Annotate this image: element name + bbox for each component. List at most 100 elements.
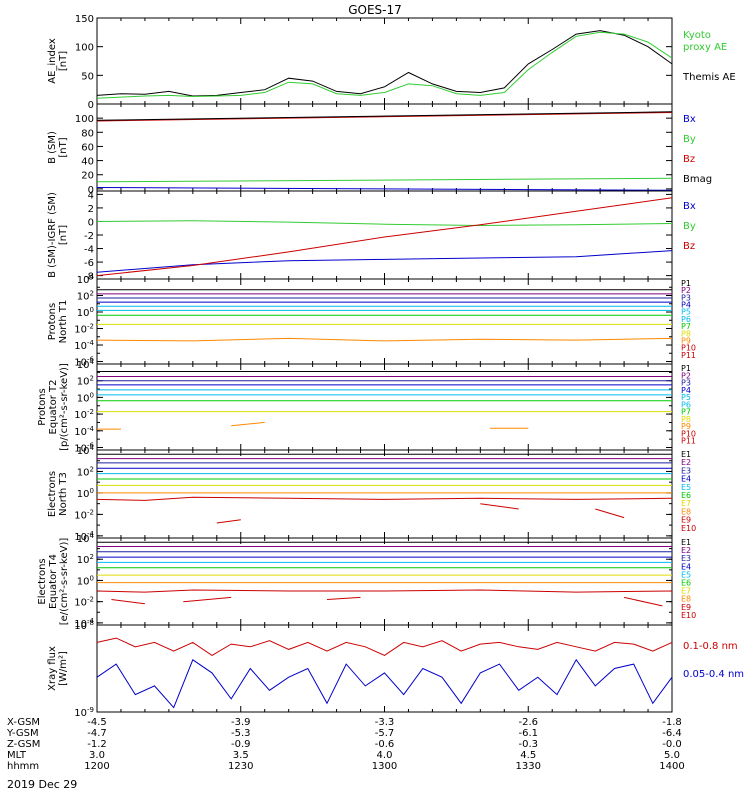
y-tick-label: 102 [77, 375, 94, 388]
panel-ee: 104 102 100 10-2 10-4 Electrons Equator T4 [e/(… [37, 532, 696, 630]
y-axis-label: [e/(cm²-s-sr-keV)] [59, 538, 70, 626]
y-axis-label: Protons [37, 388, 48, 425]
y-tick-label: 104 [77, 273, 95, 286]
y-axis-label: [nT] [58, 137, 69, 157]
y-tick-label: 0 [88, 185, 94, 196]
ephemeris-value: -5.7 [375, 728, 395, 739]
date-label: 2019 Dec 29 [7, 778, 77, 791]
series-e9 [96, 496, 673, 501]
ephemeris-value: 3.0 [89, 750, 105, 761]
ephemeris-value: 1330 [516, 761, 541, 772]
ephemeris-value: 1300 [372, 761, 397, 772]
series-0-05-0-4-nm [96, 658, 673, 709]
y-axis-label: Electrons [37, 558, 48, 604]
ephemeris-row-label: Y-GSM [6, 728, 39, 739]
series-p9b [231, 421, 265, 427]
y-tick-label: -2 [84, 231, 94, 242]
y-tick-label: 10-4 [74, 425, 94, 438]
legend-entry: P11 [681, 437, 696, 446]
legend-entry: P10 [681, 429, 696, 438]
panel-frame [96, 17, 673, 105]
series-bmag [96, 111, 673, 121]
panel-dbsm: -8 -6 -4 -2 0 2 4 B (SM)-IGRF (SM) [nT] Bx By Bz [47, 190, 696, 282]
ephemeris-value: -1.8 [662, 717, 682, 728]
panel-pn: 104 102 100 10-2 10-4 10-6 Protons North T1 P1P2… [47, 273, 696, 369]
ephemeris-value: -0.6 [375, 739, 395, 750]
panel-frame [96, 537, 673, 626]
y-tick-label: 80 [81, 128, 94, 139]
y-tick-label: 100 [77, 487, 94, 500]
ephemeris-value: 5.0 [664, 750, 680, 761]
legend-entry: E1 [681, 538, 691, 547]
legend-entry: P6 [681, 315, 691, 324]
legend-entry: P2 [681, 371, 691, 380]
ephemeris-value: -0.9 [231, 739, 251, 750]
y-tick-label: 0 [88, 217, 94, 228]
legend-entry: E4 [681, 475, 691, 484]
y-tick-label: 10-2 [74, 508, 94, 521]
ephemeris-value: -3.3 [375, 717, 395, 728]
legend-entry: E5 [681, 570, 691, 579]
legend-entry: Bz [683, 241, 695, 252]
y-tick-label: 10-6 [74, 356, 94, 369]
legend-entry: Bz [683, 154, 695, 165]
ephemeris-value: -1.2 [87, 739, 107, 750]
legend-entry: E2 [681, 458, 691, 467]
y-axis-label: Protons [47, 303, 58, 340]
y-axis-label: B (SM)-IGRF (SM) [47, 192, 58, 278]
y-axis-label: AE_index [47, 38, 58, 84]
legend-entry: E3 [681, 554, 691, 563]
ephemeris-value: -3.9 [231, 717, 251, 728]
y-tick-label: 20 [81, 171, 94, 182]
legend-entry: P5 [681, 393, 691, 402]
panel-bsm: 0 20 40 60 80 100 B (SM) [nT] Bx By Bz Bmag [47, 103, 712, 196]
ephemeris-value: -0.0 [662, 739, 682, 750]
legend-entry: P4 [681, 301, 691, 310]
y-tick-label: 10-2 [74, 596, 94, 609]
y-tick-label: 10-6 [74, 441, 94, 454]
y-tick-label: -8 [84, 272, 94, 283]
series-e9c [480, 503, 519, 510]
legend-entry: P1 [681, 279, 691, 288]
legend-entry: P5 [681, 308, 691, 317]
legend-entry: E8 [681, 507, 691, 516]
series-bx [96, 250, 673, 273]
legend-entry: By [683, 134, 696, 145]
y-tick-label: 104 [77, 358, 95, 371]
legend-entry: P9 [681, 422, 691, 431]
legend-entry: P4 [681, 386, 691, 395]
ephemeris-value: 1230 [228, 761, 253, 772]
ephemeris-row-label: hhmm [7, 761, 39, 772]
legend-entry: P9 [681, 336, 691, 345]
y-tick-label: 100 [77, 306, 94, 319]
legend-entry: P10 [681, 344, 696, 353]
y-tick-label: 102 [77, 290, 94, 303]
legend-entry: E10 [681, 524, 696, 533]
ephemeris-row-label: Z-GSM [7, 739, 40, 750]
y-tick-label: 10-2 [74, 323, 94, 336]
ephemeris-value: 1200 [84, 761, 109, 772]
series-0-1-0-8-nm [96, 637, 673, 656]
legend-entry: P8 [681, 415, 691, 424]
legend-entry: P7 [681, 322, 691, 331]
panel-frame [96, 278, 673, 365]
legend-entry: E2 [681, 546, 691, 555]
legend-entry: proxy AE [683, 42, 727, 53]
legend-entry: 0.05-0.4 nm [683, 669, 744, 680]
ephemeris-value: 1400 [659, 761, 684, 772]
y-tick-label: 4 [88, 190, 94, 201]
y-tick-label: 104 [77, 444, 95, 457]
y-tick-label: 102 [77, 553, 94, 566]
legend-entry: E6 [681, 579, 691, 588]
legend-entry: Bmag [683, 174, 712, 185]
series-themis-ae [96, 30, 673, 97]
series-bx [96, 187, 673, 191]
ephemeris-value: -6.4 [662, 728, 682, 739]
ephemeris-value: -4.7 [87, 728, 107, 739]
y-tick-label: 100 [77, 574, 94, 587]
legend-entry: E9 [681, 516, 691, 525]
y-tick-label: -6 [84, 258, 94, 269]
y-axis-label: Electrons [47, 471, 58, 517]
